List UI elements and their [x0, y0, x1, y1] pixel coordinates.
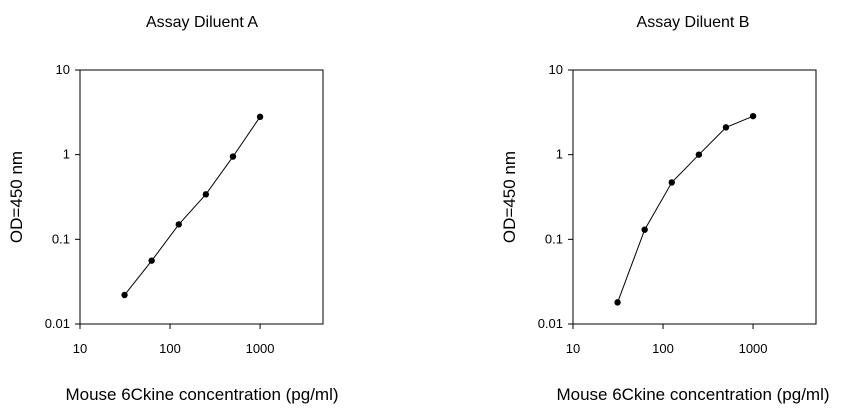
chart-assay-diluent-a: Assay Diluent A 0.01 0.1 1 10 10 100 1000 Mous…	[7, 14, 339, 404]
x-tick-label: 10	[73, 341, 87, 356]
chart-b-svg: Assay Diluent B 0.01 0.1 1 10 10 100 1000 Mous…	[500, 14, 830, 404]
x-axis-label: Mouse 6Ckine concentration (pg/ml)	[65, 385, 338, 404]
y-tick-label: 0.1	[545, 231, 563, 246]
series-line	[124, 116, 261, 296]
x-tick-label: 100	[159, 341, 181, 356]
chart-assay-diluent-b: Assay Diluent B 0.01 0.1 1 10 10 100 1000 Mous…	[432, 0, 864, 413]
x-tick-label: 100	[652, 341, 674, 356]
plot-frame	[79, 69, 324, 325]
y-tick-label: 1	[556, 147, 563, 162]
x-tick-label: 1000	[246, 341, 275, 356]
data-point	[722, 124, 730, 131]
data-point	[695, 151, 703, 158]
data-point	[121, 291, 128, 299]
data-point	[148, 257, 155, 264]
data-point	[202, 191, 210, 198]
data-point	[256, 113, 264, 121]
x-tick-label: 10	[566, 341, 580, 356]
data-point	[614, 299, 621, 306]
chart-title: Assay Diluent B	[637, 14, 750, 31]
y-tick-label: 0.01	[538, 316, 563, 331]
y-tick-label: 0.01	[45, 316, 70, 331]
x-tick-label: 1000	[739, 341, 768, 356]
data-point	[668, 179, 675, 186]
data-point	[641, 226, 648, 233]
x-axis-label: Mouse 6Ckine concentration (pg/ml)	[556, 385, 829, 404]
y-tick-label: 1	[63, 147, 70, 162]
y-tick-label: 10	[56, 62, 70, 77]
data-point	[175, 221, 182, 228]
data-point	[229, 153, 237, 160]
series-line	[617, 115, 754, 303]
y-tick-label: 0.1	[52, 231, 70, 246]
chart-a-svg: Assay Diluent A 0.01 0.1 1 10 10 100 1000 Mous…	[7, 14, 339, 404]
chart-title: Assay Diluent A	[146, 14, 258, 31]
plot-frame	[572, 69, 817, 325]
data-point	[749, 112, 757, 120]
y-tick-label: 10	[549, 62, 563, 77]
y-axis-label: OD=450 nm	[7, 151, 26, 243]
y-axis-label: OD=450 nm	[500, 151, 519, 243]
